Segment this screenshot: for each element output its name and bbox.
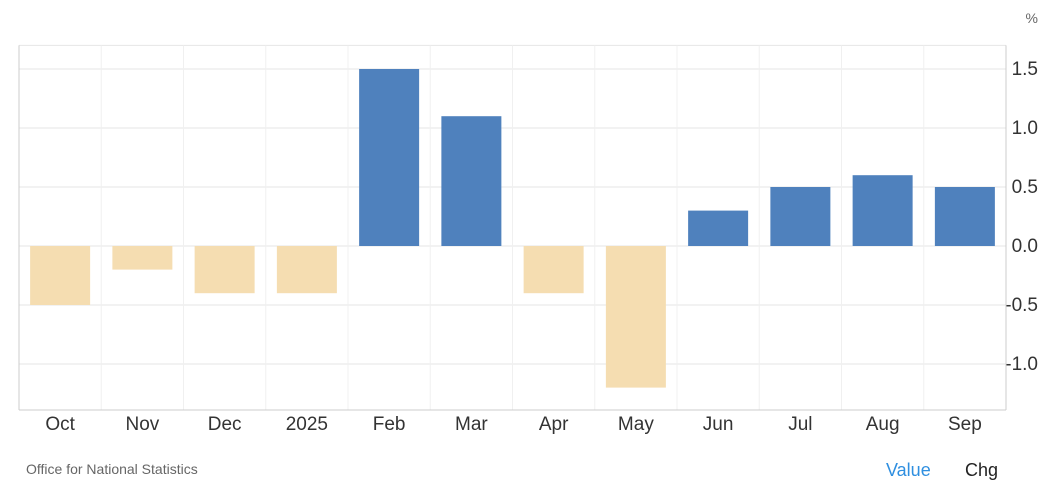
x-tick-label: Jul [788, 414, 812, 435]
value-toggle[interactable]: Value [886, 460, 931, 480]
y-tick-label: 1.5 [1012, 59, 1038, 80]
y-tick-label: 0.0 [1012, 236, 1038, 257]
bar[interactable] [441, 116, 502, 246]
grid [19, 44, 1006, 410]
bar[interactable] [934, 187, 995, 246]
x-tick-label: Feb [373, 414, 406, 435]
bars [30, 69, 995, 388]
x-tick-label: Jun [703, 414, 734, 435]
axes: 1.5 1.0 0.5 0.0 -0.5 -1.0 Oct Nov Dec 2025 Feb Mar A… [18, 45, 1038, 435]
bar[interactable] [30, 246, 91, 305]
bar[interactable] [276, 246, 337, 294]
x-tick-label: Dec [208, 414, 242, 435]
x-tick-label: Apr [539, 414, 569, 435]
x-tick-label: Oct [45, 414, 75, 435]
y-tick-label: -0.5 [1005, 295, 1038, 316]
source-label: Office for National Statistics [26, 461, 198, 477]
x-tick-label: 2025 [286, 414, 328, 435]
bar[interactable] [852, 175, 913, 246]
x-tick-label: Nov [125, 414, 159, 435]
x-tick-label: Mar [455, 414, 488, 435]
bar[interactable] [359, 69, 420, 246]
y-unit-label: % [1026, 10, 1038, 26]
bar[interactable] [194, 246, 255, 294]
bar[interactable] [605, 246, 666, 388]
y-tick-label: 0.5 [1012, 177, 1038, 198]
y-tick-label: -1.0 [1005, 354, 1038, 375]
y-tick-label: 1.0 [1012, 118, 1038, 139]
bar[interactable] [523, 246, 584, 294]
bar[interactable] [112, 246, 173, 270]
x-tick-label: Sep [948, 414, 982, 435]
chg-toggle[interactable]: Chg [965, 460, 999, 480]
bar[interactable] [688, 210, 749, 246]
bar[interactable] [770, 187, 831, 246]
x-tick-label: May [618, 414, 654, 435]
x-tick-label: Aug [866, 414, 900, 435]
